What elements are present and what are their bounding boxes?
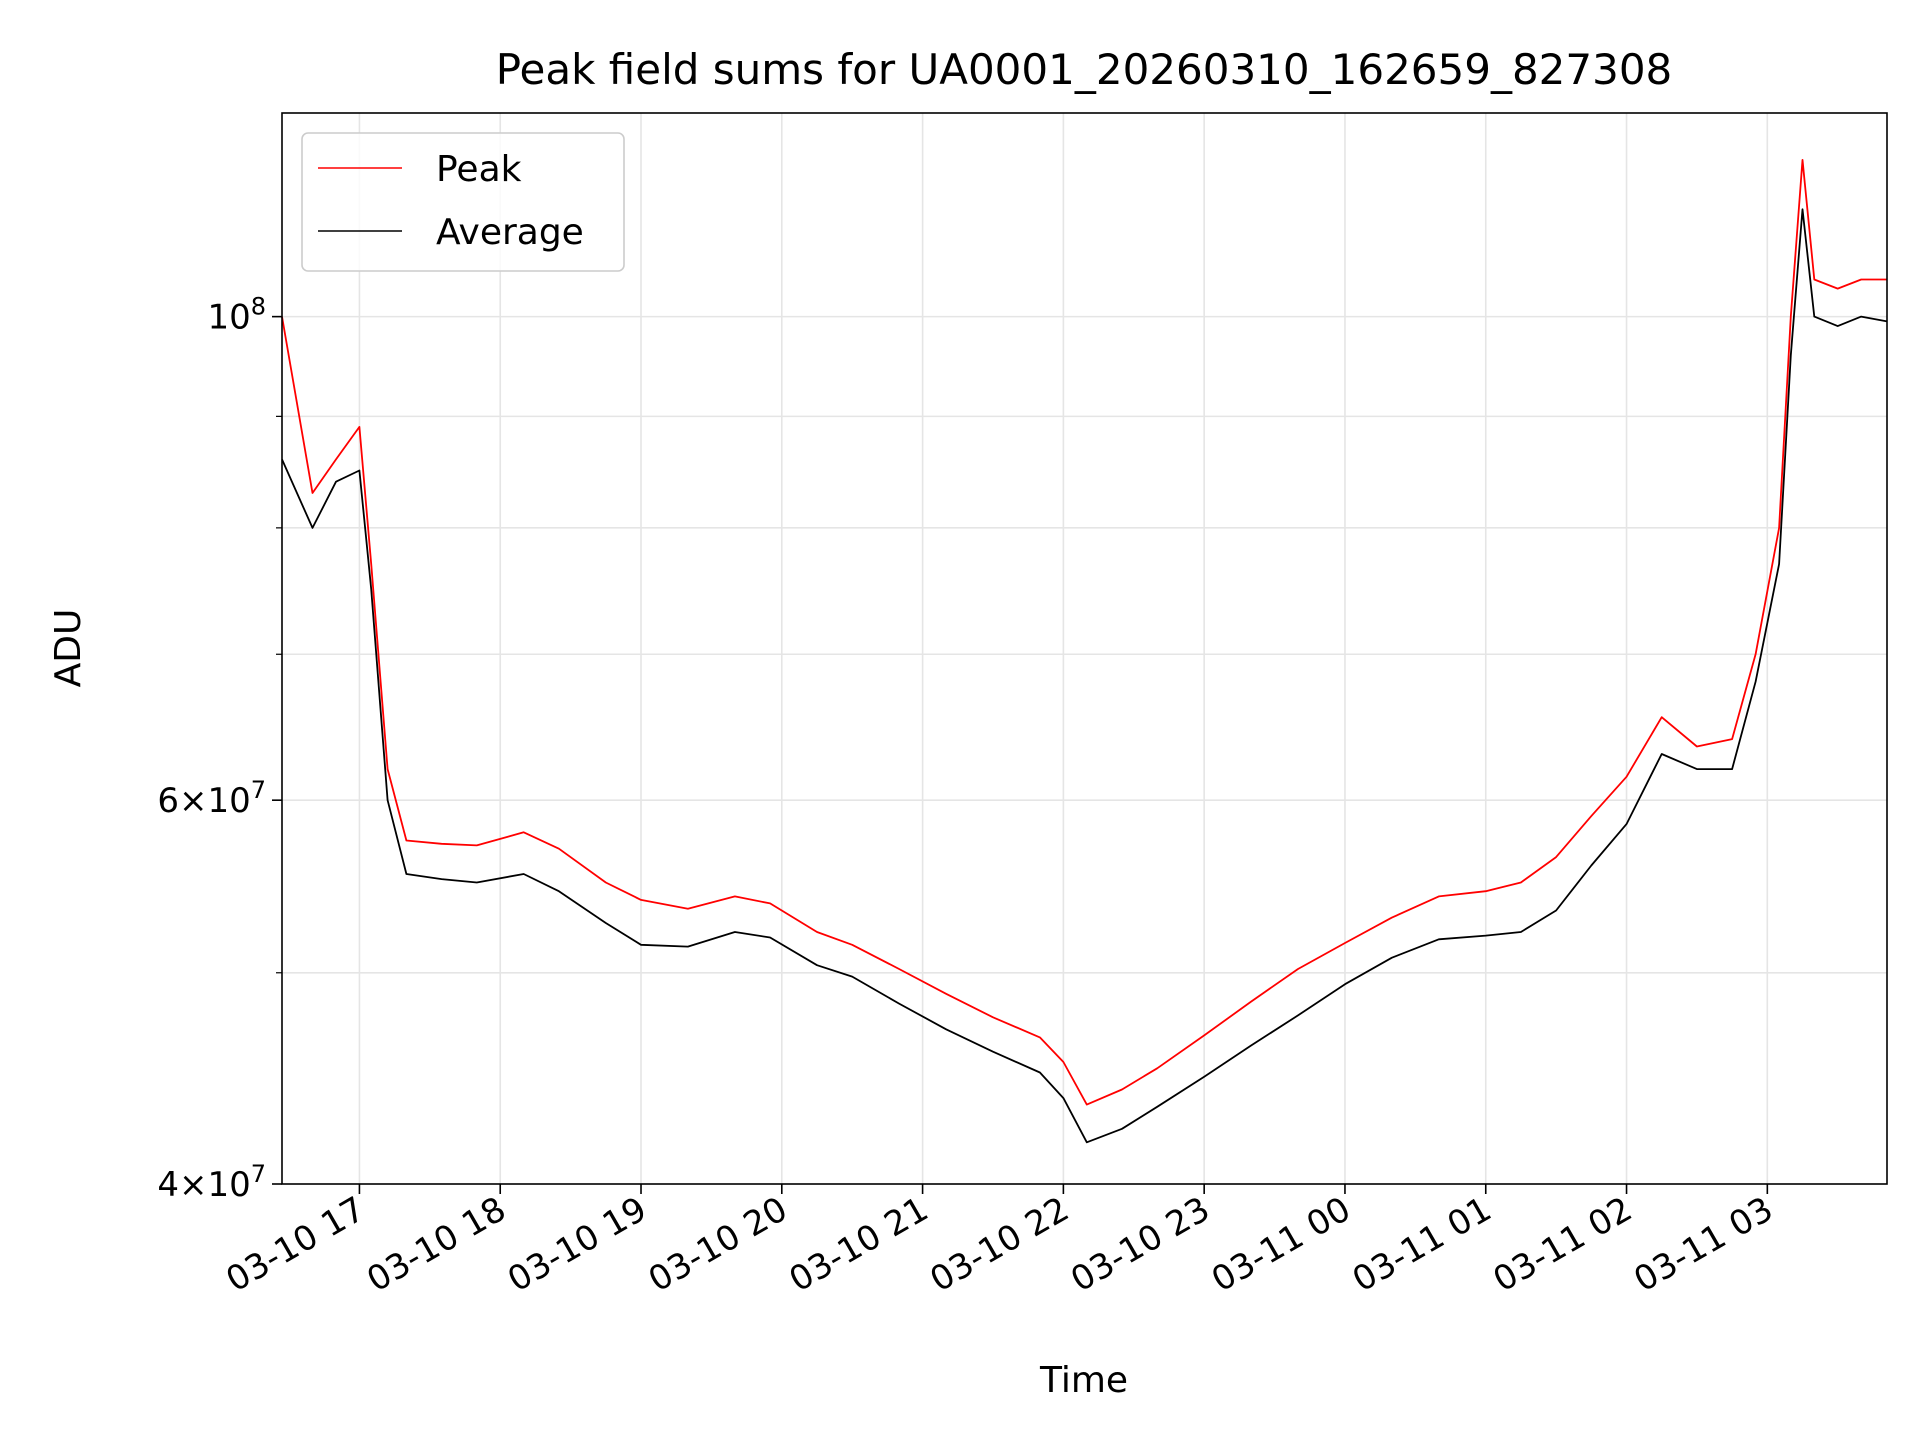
y-ticks: 4×107 6×107 108	[157, 293, 282, 1205]
chart-title: Peak field sums for UA0001_20260310_1626…	[496, 45, 1673, 94]
series-peak-line	[281, 158, 1887, 1106]
y-axis-label: ADU	[48, 609, 89, 688]
legend-label-peak: Peak	[436, 149, 522, 190]
y-tick-label: 108	[207, 293, 266, 338]
y-tick-label: 4×107	[157, 1160, 266, 1205]
legend: Peak Average	[301, 132, 625, 272]
series-average-line	[281, 208, 1888, 1144]
series-layer	[281, 158, 1888, 1144]
grid-layer	[282, 113, 1887, 1184]
legend-label-average: Average	[436, 212, 584, 253]
y-tick-label: 6×107	[157, 776, 266, 821]
plot-frame	[281, 112, 1888, 1185]
x-axis-label: Time	[1039, 1360, 1128, 1401]
